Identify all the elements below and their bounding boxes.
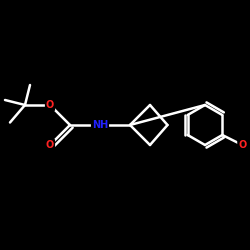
- Text: O: O: [46, 100, 54, 110]
- Text: O: O: [238, 140, 246, 150]
- Text: O: O: [46, 140, 54, 150]
- Text: NH: NH: [92, 120, 108, 130]
